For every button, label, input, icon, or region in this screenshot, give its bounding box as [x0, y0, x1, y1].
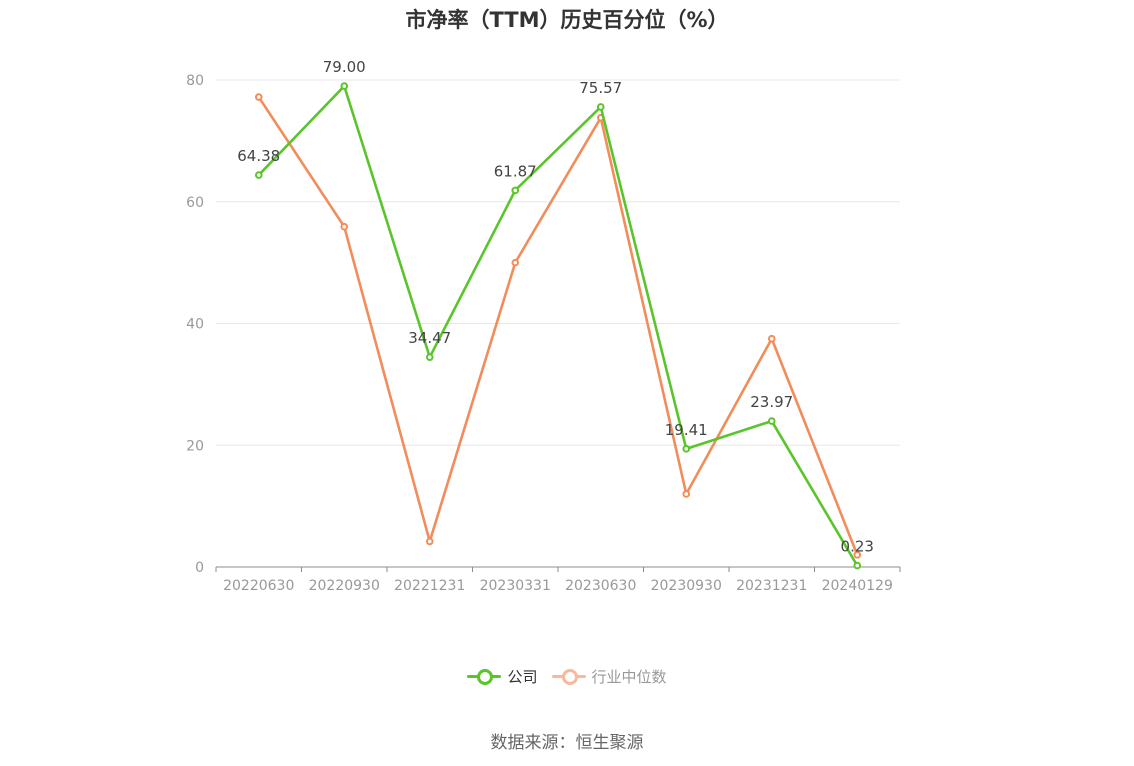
- company-data-label: 23.97: [750, 393, 793, 411]
- company-data-point: [425, 353, 434, 361]
- company-data-point: [596, 103, 605, 111]
- y-tick-label: 0: [195, 560, 204, 576]
- company-data-label: 64.38: [237, 147, 280, 165]
- company-data-label: 79.00: [323, 58, 366, 76]
- x-tick-label: 20230331: [480, 578, 551, 594]
- company-data-point: [340, 82, 349, 90]
- legend-industry-marker-icon: [551, 666, 586, 686]
- company-data-point: [511, 186, 520, 195]
- x-tick-label: 20230630: [565, 578, 636, 594]
- axes: 0 20 40 60 80 20220630 20220930 20221231 2023033…: [186, 73, 901, 594]
- industry-median-data-point: [853, 551, 862, 559]
- legend: 公司 行业中位数: [0, 664, 1134, 688]
- legend-company-marker-icon: [467, 666, 502, 686]
- company-data-label: 75.57: [579, 79, 622, 97]
- data-source-note: 数据来源：恒生聚源: [490, 733, 644, 753]
- company-data-point: [682, 445, 691, 453]
- company-data-label: 61.87: [494, 162, 537, 180]
- series-lines: [254, 82, 862, 570]
- y-tick-label: 60: [186, 195, 204, 211]
- y-tick-label: 40: [186, 317, 204, 333]
- company-data-label: 19.41: [665, 421, 708, 439]
- industry-median-data-point: [511, 258, 520, 267]
- industry-median-data-point: [340, 222, 349, 231]
- industry-median-data-point: [425, 537, 434, 546]
- company-data-point: [254, 171, 263, 179]
- y-tick-label: 20: [186, 438, 204, 454]
- company-data-point: [853, 561, 862, 570]
- legend-item-company[interactable]: 公司: [467, 666, 538, 687]
- y-tick-label: 80: [186, 73, 204, 89]
- legend-item-industry-median[interactable]: 行业中位数: [551, 666, 667, 687]
- company-data-label: 34.47: [408, 329, 451, 347]
- x-tick-label: 20231231: [736, 578, 807, 594]
- industry-median-data-point: [767, 334, 776, 343]
- x-tick-label: 20240129: [822, 578, 893, 594]
- industry-median-data-point: [254, 93, 263, 101]
- data-labels: 64.38 79.00 34.47 61.87 75.57 19.41 23.97 0.23: [237, 58, 874, 556]
- x-tick-label: 20221231: [394, 578, 465, 594]
- x-tick-label: 20220630: [223, 578, 294, 594]
- industry-median-series-line: [257, 96, 859, 556]
- legend-industry-label: 行业中位数: [591, 667, 667, 686]
- industry-median-data-point: [682, 490, 691, 498]
- legend-company-label: 公司: [507, 667, 538, 686]
- chart-title: 市净率（TTM）历史百分位（%）: [405, 8, 729, 32]
- company-data-label: 0.23: [841, 538, 874, 556]
- chart-plot: 0 20 40 60 80 20220630 20220930 20221231 2023033…: [186, 58, 901, 594]
- grid-lines: [216, 79, 900, 446]
- x-tick-label: 20230930: [651, 578, 722, 594]
- company-data-point: [767, 417, 776, 425]
- company-series-line: [257, 84, 859, 567]
- x-tick-label: 20220930: [309, 578, 380, 594]
